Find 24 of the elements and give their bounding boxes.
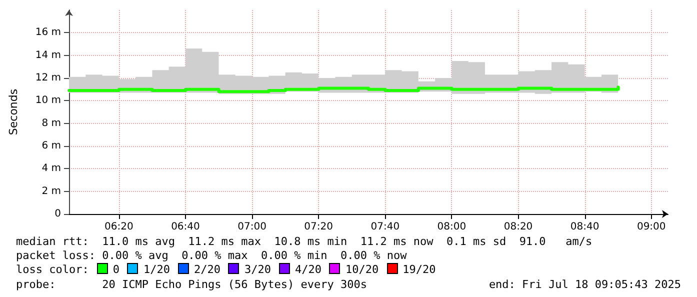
y-axis-title: Seconds	[7, 88, 20, 136]
x-tick-label: 08:20	[504, 222, 533, 232]
x-tick-label: 06:20	[104, 222, 134, 232]
x-tick-label: 08:40	[570, 222, 600, 232]
x-tick-label: 06:40	[171, 222, 200, 232]
y-tick-label: 2 m	[42, 186, 61, 197]
y-tick-label: 0	[54, 208, 61, 220]
y-tick-label: 4 m	[42, 163, 61, 174]
x-tick-label: 09:00	[636, 222, 666, 232]
y-tick-label: 12 m	[35, 72, 61, 84]
x-tick-label: 07:20	[304, 222, 333, 232]
text: end: Fri Jul 18 09:05:43 2025	[488, 278, 681, 291]
y-tick-label: 10 m	[35, 95, 61, 106]
text: packet loss: 0.00 % avg 0.00 % max 0.00 % min 0.00 % now	[16, 249, 407, 262]
text: loss color: 0 1/20 2/20 3/20 4/20 10/20 19/20	[16, 263, 436, 276]
x-tick-label: 07:40	[370, 222, 400, 232]
x-tick-label: 08:00	[437, 222, 466, 232]
y-tick-label: 16 m	[35, 27, 61, 38]
x-tick-label: 07:00	[238, 222, 266, 232]
text: probe: 20 ICMP Echo Pings (56 Bytes) every 300s	[16, 278, 367, 291]
y-tick-label: 14 m	[35, 50, 61, 61]
y-tick-label: 6 m	[42, 140, 61, 152]
text: median rtt: 11.0 ms avg 11.2 ms max 10.8 ms min 11.2 ms now 0.1 ms sd 91.0 am/s	[16, 235, 592, 248]
y-tick-label: 8 m	[42, 118, 61, 129]
